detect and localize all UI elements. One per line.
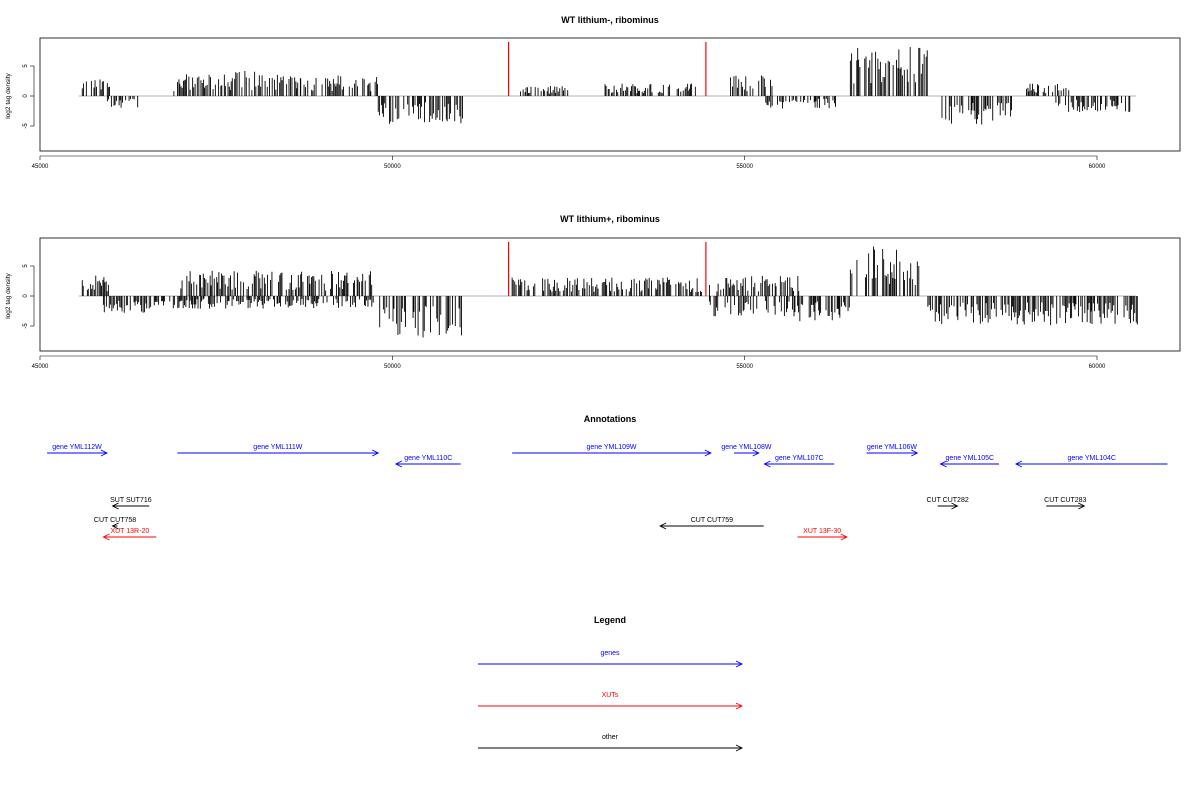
annotation-label: SUT SUT716 (110, 497, 152, 504)
x-tick-label: 50000 (384, 364, 401, 370)
annotation-feature: gene YML112W (47, 444, 108, 457)
annotations-title: Annotations (584, 414, 637, 424)
annotation-label: gene YML109W (586, 444, 636, 451)
legend-label: genes (600, 650, 620, 657)
y-tick-label: 5 (23, 64, 29, 68)
annotation-label: gene YML112W (52, 444, 102, 451)
annotation-label: gene YML107C (775, 455, 824, 462)
annotation-label: gene YML106W (867, 444, 917, 451)
coverage-panel-lithium-plus: WT lithium+, ribominus log2 tag density … (5, 214, 1181, 370)
y-tick-label: -5 (23, 123, 29, 129)
y-axis-label: log2 tag density (5, 272, 12, 318)
legend-item-other: other (478, 734, 744, 752)
x-tick-label: 45000 (32, 364, 49, 370)
x-axis: 45000 50000 55000 60000 (32, 155, 1106, 170)
annotation-features: gene YML112W gene YML111W gene YML110C gene… (47, 444, 1168, 541)
annotation-label: gene YML105C (946, 455, 995, 462)
annotation-label: XUT 13R-20 (110, 528, 149, 535)
legend-label: other (602, 734, 619, 741)
coverage-bars (81, 246, 1138, 338)
legend-item-xuts: XUTs (478, 692, 744, 710)
plot-frame (39, 237, 1181, 352)
annotation-feature: XUT 13R-20 (102, 528, 157, 541)
plot-frame (39, 37, 1181, 152)
annotation-label: gene YML108W (721, 444, 771, 451)
y-axis-label: log2 tag density (5, 72, 12, 118)
legend-item-genes: genes (478, 650, 744, 668)
annotation-feature: gene YML110C (394, 455, 461, 468)
annotation-label: gene YML110C (404, 455, 452, 462)
x-tick-label: 55000 (736, 164, 753, 170)
annotation-feature: gene YML109W (512, 444, 712, 457)
x-tick-label: 45000 (32, 164, 49, 170)
annotation-feature: XUT 13F-30 (797, 528, 848, 541)
annotation-feature: gene YML106W (866, 444, 919, 457)
y-axis: -5 0 5 (23, 264, 35, 329)
annotation-label: CUT CUT758 (94, 517, 136, 524)
annotation-feature: CUT CUT283 (1044, 497, 1087, 510)
legend-items: genes XUTs other (478, 650, 744, 752)
panel-title: WT lithium+, ribominus (560, 214, 660, 224)
annotation-label: CUT CUT283 (1044, 497, 1086, 504)
legend: Legend genes XUTs other (478, 615, 744, 752)
x-tick-label: 50000 (384, 164, 401, 170)
annotation-feature: gene YML108W (721, 444, 772, 457)
x-tick-label: 55000 (736, 364, 753, 370)
annotation-label: XUT 13F-30 (803, 528, 841, 535)
x-axis: 45000 50000 55000 60000 (32, 355, 1106, 370)
annotation-feature: CUT CUT282 (926, 497, 969, 510)
y-tick-label: -5 (23, 323, 29, 329)
x-tick-label: 60000 (1089, 364, 1106, 370)
annotation-label: CUT CUT282 (926, 497, 968, 504)
legend-title: Legend (594, 615, 626, 625)
y-axis: -5 0 5 (23, 64, 35, 129)
x-tick-label: 60000 (1089, 164, 1106, 170)
annotation-feature: gene YML105C (939, 455, 1000, 468)
annotation-feature: CUT CUT758 (94, 517, 136, 530)
annotation-label: gene YML111W (253, 444, 302, 451)
annotation-feature: gene YML107C (763, 455, 835, 468)
annotation-label: gene YML104C (1067, 455, 1116, 462)
panel-title: WT lithium-, ribominus (561, 15, 659, 25)
annotation-feature: gene YML111W (177, 444, 380, 457)
y-tick-label: 0 (23, 94, 29, 98)
coverage-panel-lithium-minus: WT lithium-, ribominus log2 tag density … (5, 15, 1181, 170)
y-tick-label: 0 (23, 294, 29, 298)
coverage-bars (81, 47, 1131, 125)
annotation-feature: gene YML104C (1014, 455, 1168, 468)
annotation-feature: SUT SUT716 (110, 497, 152, 510)
annotation-label: CUT CUT759 (691, 517, 733, 524)
annotations-track: Annotations gene YML112W gene YML111Wgene… (47, 414, 1168, 541)
legend-label: XUTs (602, 692, 619, 699)
annotation-feature: CUT CUT759 (659, 517, 764, 530)
red-markers (508, 242, 707, 296)
red-markers (508, 42, 707, 96)
y-tick-label: 5 (23, 264, 29, 268)
